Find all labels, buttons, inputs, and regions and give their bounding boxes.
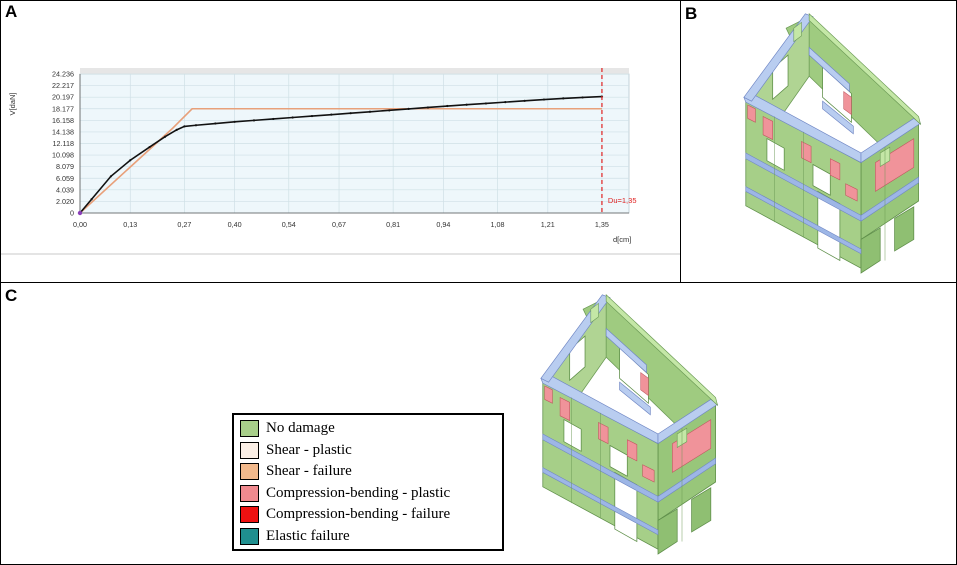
legend-swatch [240,527,259,545]
x-tick-label: 0,13 [123,220,137,229]
capacity-curve [79,95,602,214]
curve-point [484,102,488,105]
curve-point [109,175,113,178]
origin-marker [77,210,83,216]
x-tick-label: 0,81 [386,220,400,229]
x-tick-label: 1,08 [491,220,505,229]
x-axis-label: d[cm] [613,235,631,244]
y-tick-label: 16.158 [52,116,74,125]
panel-a-label: A [5,2,18,21]
curve-point [90,198,93,201]
x-tick-label: 0,40 [228,220,242,229]
curve-point [214,122,217,125]
legend-label: Compression-bending - plastic [266,484,451,501]
curve-point [388,109,391,112]
panel-b-label: B [685,4,698,23]
du-label: Du=1,35 [608,196,637,205]
y-axis-label: V[daN] [8,93,17,116]
curve-point [426,106,430,109]
x-tick-label: 1,35 [595,220,609,229]
curve-point [310,114,314,118]
bilinear-curve [79,107,602,214]
panel-a: 0 2.020 4.039 6.059 8.079 10.098 12.118 14.138 1… [0,0,681,283]
curve-point [446,104,449,108]
y-tick-label: 6.059 [56,174,74,183]
curve-point [194,124,198,127]
y-tick-label: 22.217 [52,81,74,90]
y-tick-label: 12.118 [53,139,74,148]
legend-label: Elastic failure [266,527,350,544]
curve-point [129,159,132,162]
x-tick-label: 0,54 [282,220,296,229]
curve-point [233,120,236,123]
curve-point [349,112,352,115]
curve-point [368,110,372,113]
x-tick-label: 0,94 [436,220,450,229]
legend-swatch [240,420,259,438]
plot-top-band [80,68,629,74]
legend-item: Compression-bending - plastic [240,483,496,505]
y-tick-label: 14.138 [52,127,74,136]
curve-point [175,128,178,131]
legend-label: Shear - failure [266,463,352,480]
y-tick-label: 4.039 [56,185,74,194]
legend-label: No damage [266,420,335,437]
y-tick-label: 10.098 [52,151,74,160]
x-tick-label: 0,00 [73,220,87,229]
y-tick-label: 20.197 [52,93,74,102]
y-tick-label: 0 [70,209,74,218]
y-tick-label: 18.177 [52,104,74,113]
curve-point [562,97,565,100]
curve-point [183,125,186,128]
curve-point [407,107,410,111]
y-tick-label: 8.079 [56,162,74,171]
y-tick-label: 2.020 [56,197,74,206]
panel-c-label: C [5,286,18,305]
legend-swatch [240,484,259,502]
x-tick-label: 0,27 [177,220,191,229]
curve-point [291,116,294,119]
legend-swatch [240,441,259,459]
curve-point [581,96,584,99]
building-model-b [743,13,921,274]
y-tick-label: 24.236 [52,70,74,79]
legend-label: Compression-bending - failure [266,506,451,523]
curve-point [330,113,333,116]
curve-point [163,135,167,138]
panel-b [680,0,957,283]
curve-point [272,117,275,121]
legend-item: Elastic failure [240,526,496,548]
curve-point [252,119,256,122]
damage-legend: No damage Shear - plastic Shear - failur… [232,413,504,551]
curve-point [523,99,526,102]
capacity-curve-chart: 0 2.020 4.039 6.059 8.079 10.098 12.118 14.138 1… [1,68,680,255]
x-tick-label: 1,21 [541,220,555,229]
legend-swatch [240,463,259,481]
curve-point [148,145,151,149]
curve-point [465,103,468,106]
legend-item: Shear - plastic [240,440,496,462]
legend-item: Shear - failure [240,461,496,483]
curve-point [504,101,507,104]
legend-label: Shear - plastic [266,441,352,458]
legend-item: No damage [240,418,496,440]
legend-item: Compression-bending - failure [240,504,496,526]
curve-point [542,98,546,101]
legend-swatch [240,506,259,524]
x-tick-label: 0,67 [332,220,346,229]
